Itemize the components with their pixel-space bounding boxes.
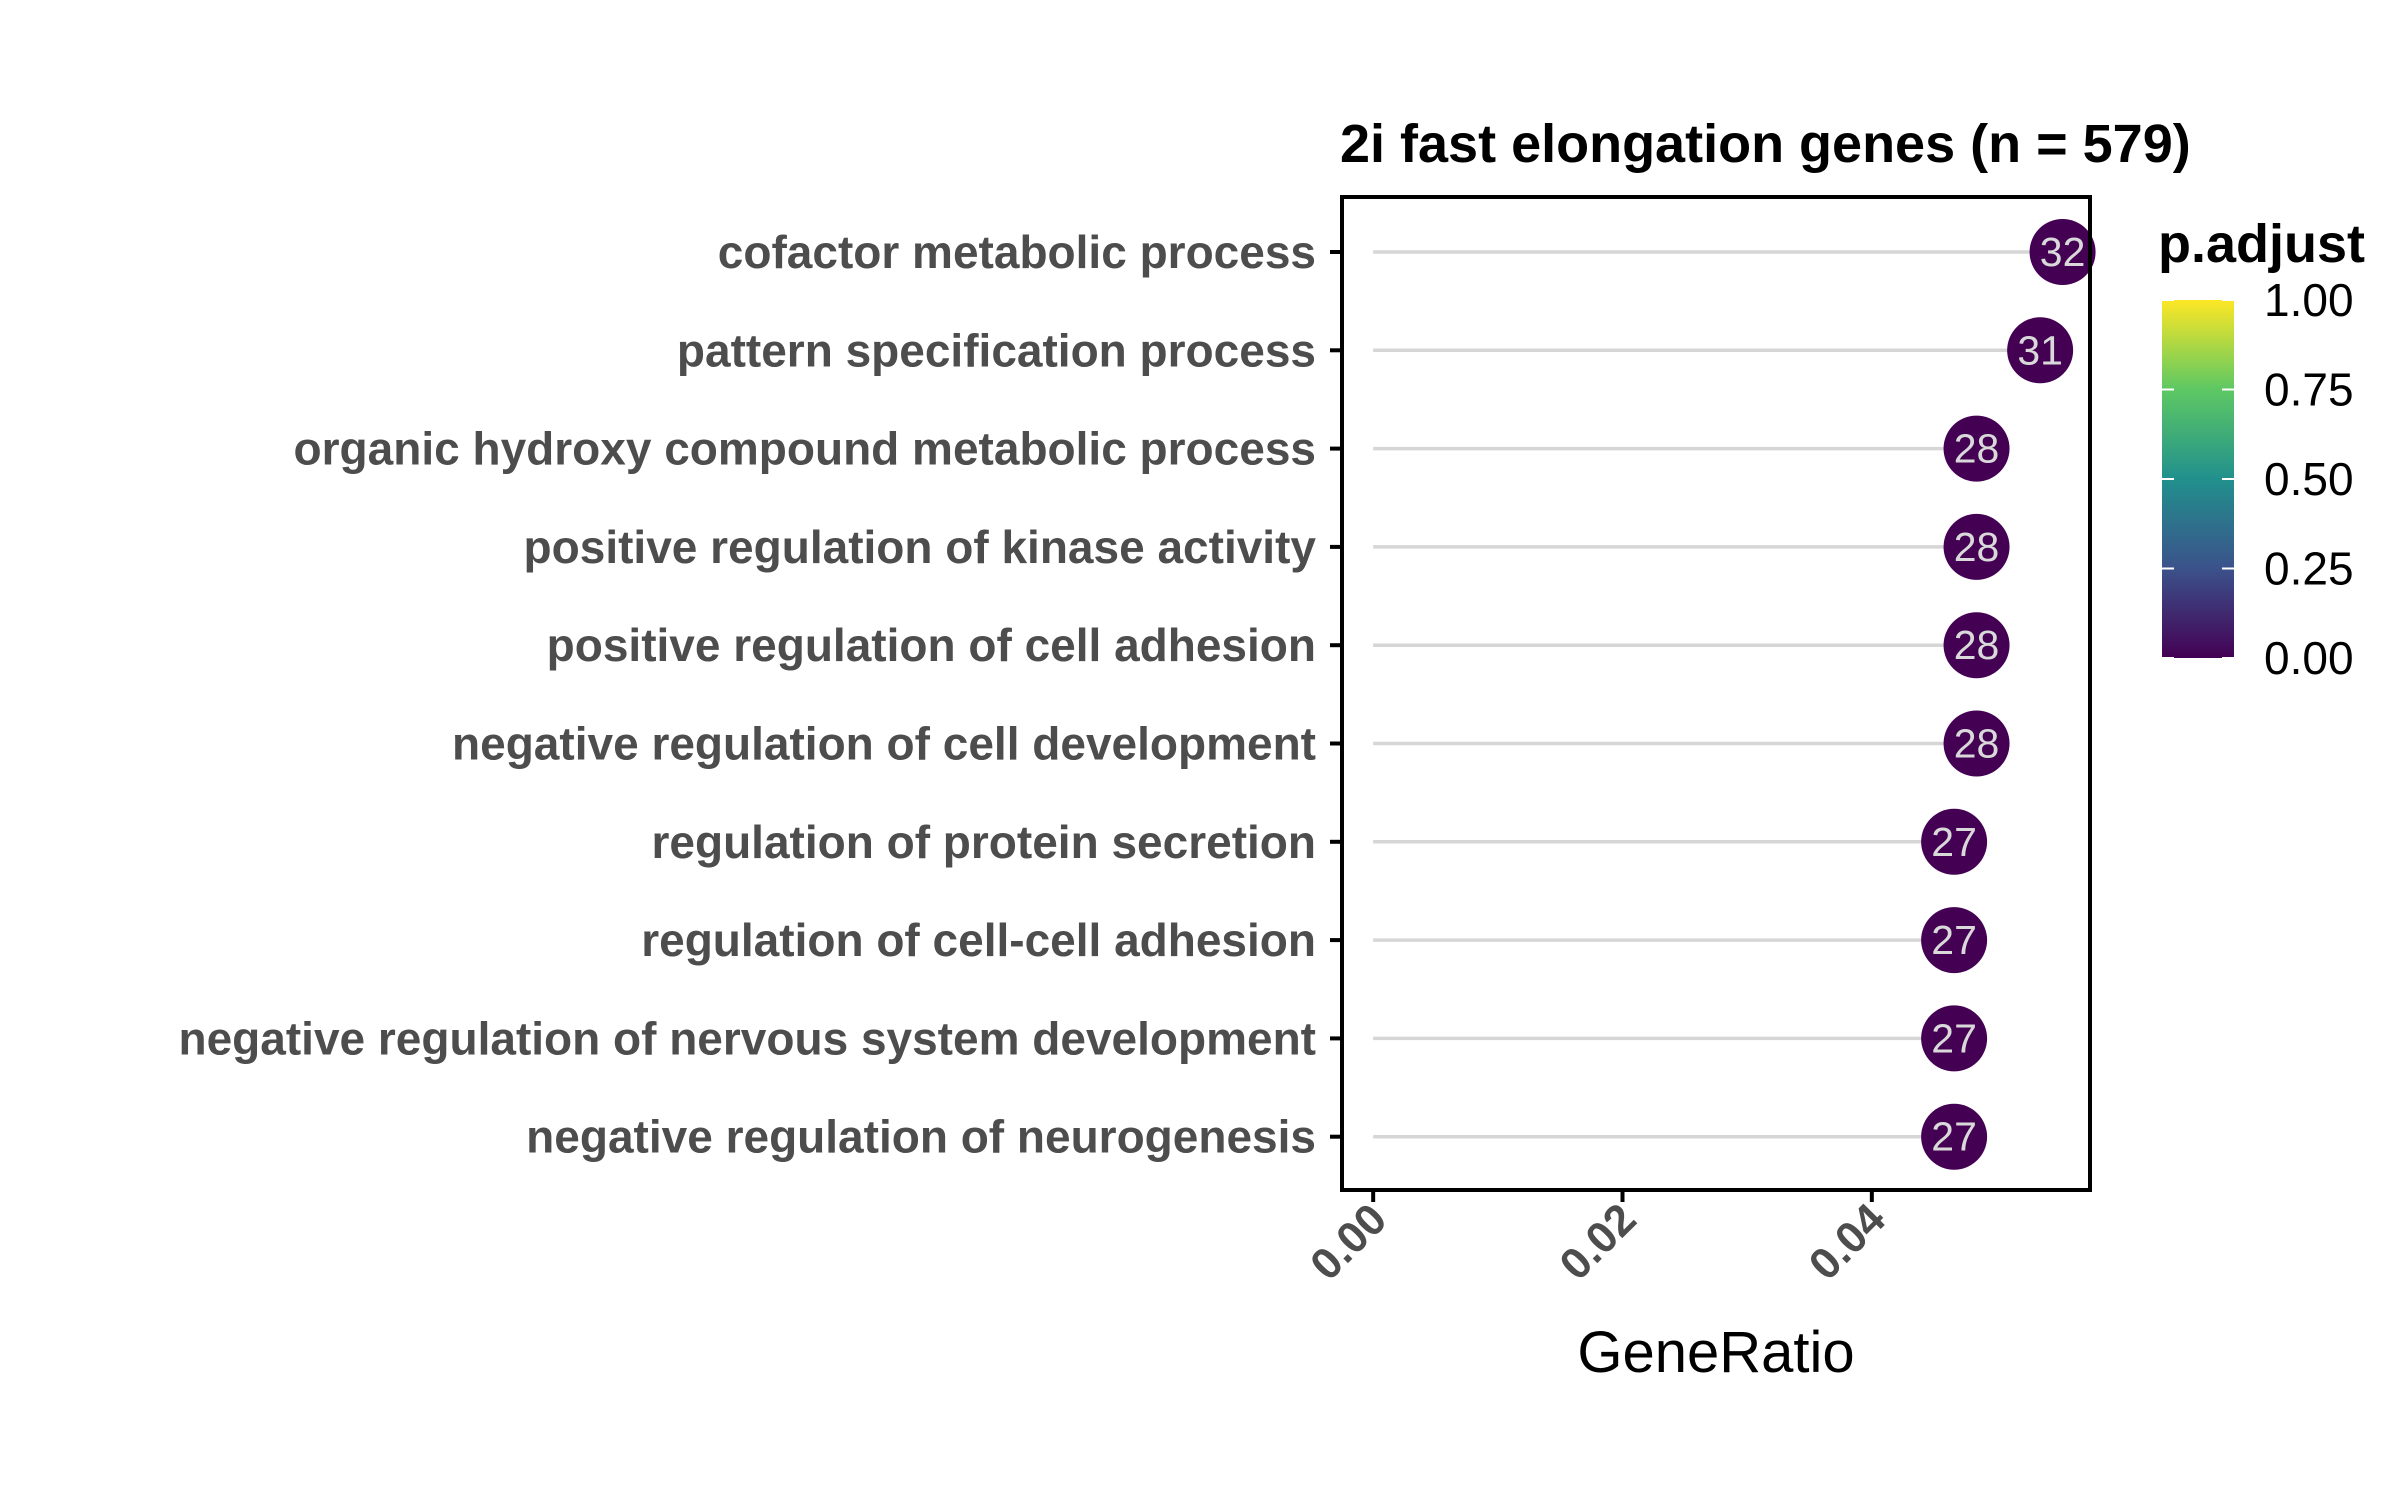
plot-panel-border xyxy=(1340,195,2092,1192)
category-label: regulation of cell-cell adhesion xyxy=(641,914,1316,966)
y-axis: cofactor metabolic process pattern specif… xyxy=(178,226,1342,1163)
data-point xyxy=(1921,907,1988,974)
count-label: 27 xyxy=(1931,1015,1977,1061)
legend-tick-label: 0.00 xyxy=(2264,632,2354,684)
count-label: 28 xyxy=(1954,622,2000,668)
x-tick-label: 0.04 xyxy=(1800,1194,1896,1290)
data-point xyxy=(2029,219,2096,285)
data-point xyxy=(1943,710,2010,777)
data-points: 32 31 28 28 28 28 27 27 27 27 xyxy=(1921,219,2096,1170)
category-label: pattern specification process xyxy=(677,324,1316,376)
data-point xyxy=(2007,317,2074,384)
category-label: negative regulation of neurogenesis xyxy=(526,1111,1316,1163)
category-label: negative regulation of cell development xyxy=(452,718,1316,770)
legend-ticks: 1.00 0.75 0.50 0.25 0.00 xyxy=(2162,274,2354,684)
count-label: 28 xyxy=(1954,426,2000,472)
count-label: 27 xyxy=(1931,1114,1977,1160)
legend: p.adjust 1.00 0.75 0.50 0.25 0.00 xyxy=(2158,214,2365,684)
data-point xyxy=(1943,612,2010,679)
category-label: negative regulation of nervous system de… xyxy=(178,1012,1316,1064)
count-label: 28 xyxy=(1954,721,2000,767)
data-point xyxy=(1943,415,2010,482)
data-point xyxy=(1943,513,2010,580)
data-point xyxy=(1921,1103,1988,1170)
category-label: regulation of protein secretion xyxy=(651,816,1316,868)
x-axis: 0.00 0.02 0.04 xyxy=(1301,1190,1895,1290)
legend-tick-label: 0.25 xyxy=(2264,543,2354,595)
category-label: positive regulation of kinase activity xyxy=(524,521,1317,573)
count-label: 32 xyxy=(2040,229,2086,275)
lollipop-stems xyxy=(1373,250,2063,1139)
count-label: 27 xyxy=(1931,917,1977,963)
count-label: 28 xyxy=(1954,524,2000,570)
chart-title: 2i fast elongation genes (n = 579) xyxy=(1340,114,2191,174)
data-point xyxy=(1921,1005,1988,1072)
legend-tick-label: 0.50 xyxy=(2264,453,2354,505)
category-label: cofactor metabolic process xyxy=(718,226,1316,278)
x-tick-label: 0.02 xyxy=(1550,1194,1645,1289)
legend-tick-label: 1.00 xyxy=(2264,274,2354,326)
x-tick-label: 0.00 xyxy=(1301,1194,1396,1289)
legend-title: p.adjust xyxy=(2158,214,2365,274)
count-label: 31 xyxy=(2017,327,2063,373)
count-label: 27 xyxy=(1931,819,1977,865)
category-label: positive regulation of cell adhesion xyxy=(547,619,1316,671)
legend-tick-label: 0.75 xyxy=(2264,364,2354,416)
category-label: organic hydroxy compound metabolic proce… xyxy=(294,423,1316,475)
x-axis-title: GeneRatio xyxy=(1577,1320,1854,1385)
data-point xyxy=(1921,808,1988,875)
